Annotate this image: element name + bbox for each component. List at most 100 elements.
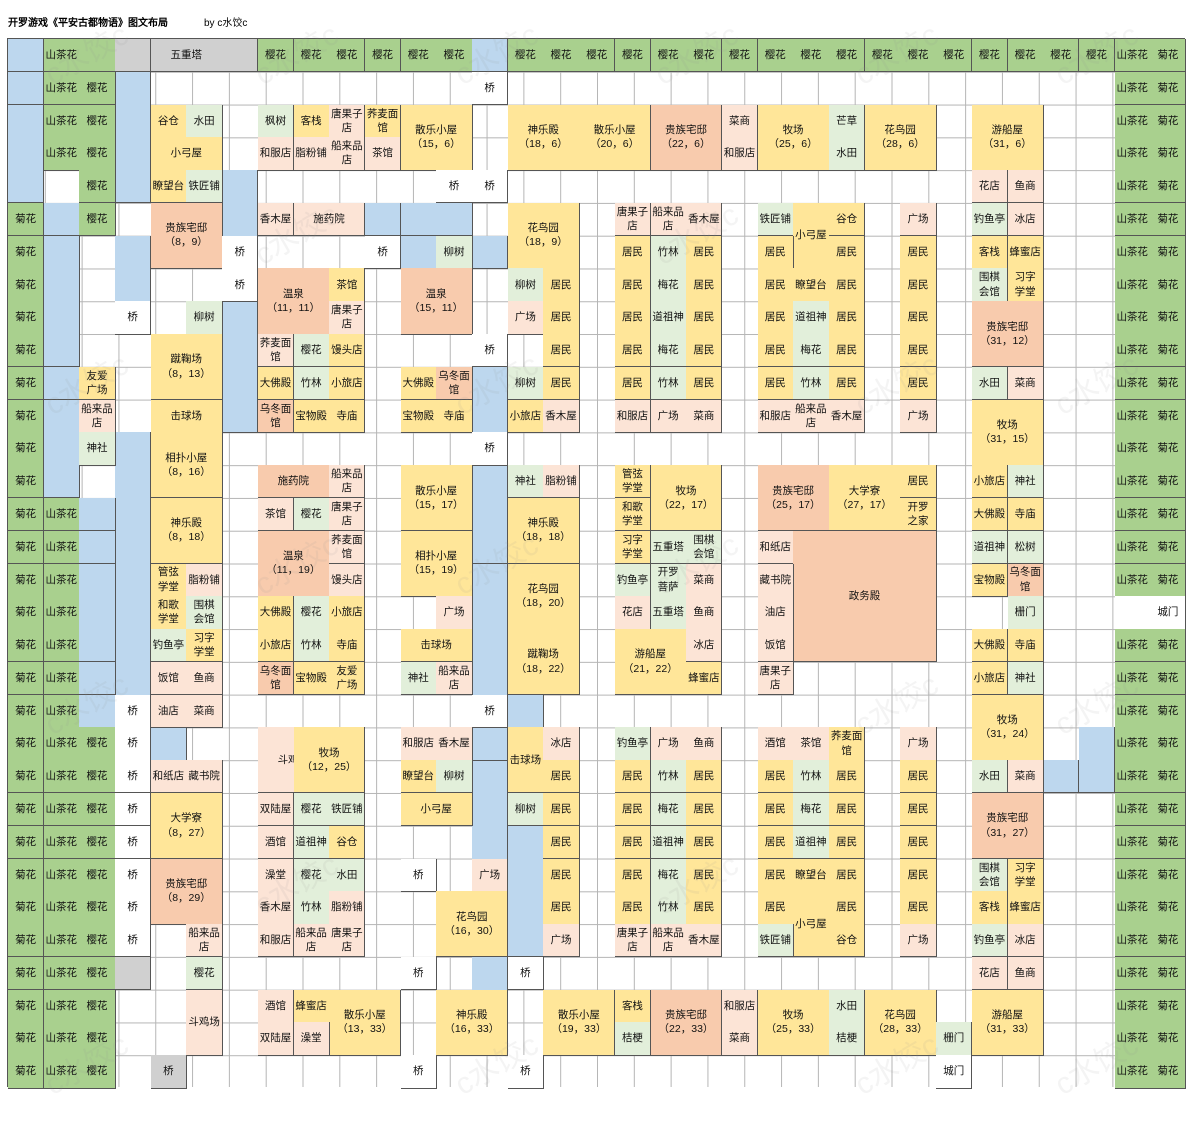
map-cell: 和服店 (721, 989, 759, 1023)
map-cell: 樱花 (829, 39, 866, 73)
map-cell: 樱花 (864, 39, 901, 73)
map-cell: 居民 (543, 268, 580, 302)
map-cell: 油店 (757, 596, 794, 630)
map-cell: 居民 (686, 825, 723, 860)
map-cell: 菜商 (686, 563, 723, 597)
map-cell: 围棋 会馆 (971, 858, 1008, 892)
map-cell: 山茶花 (1114, 858, 1151, 892)
map-cell: 神乐殿 （8，18） (150, 497, 223, 564)
map-cell: 相扑小屋 （8，16） (150, 432, 223, 499)
map-cell: 习字 学堂 (614, 530, 652, 564)
map-cell: 船来品 店 (79, 399, 116, 433)
river-segment (400, 235, 437, 269)
map-cell: 樱花 (293, 792, 330, 827)
map-cell: 船来品 店 (650, 202, 687, 237)
map-cell: 道祖神 (650, 301, 687, 335)
map-cell: 樱花 (1043, 39, 1080, 73)
map-cell: 山茶花 (1114, 399, 1151, 433)
map-cell: 馒头店 (329, 563, 366, 597)
river-segment (1043, 760, 1080, 794)
map-cell: 樱花 (293, 497, 330, 532)
map-cell: 桥 (115, 792, 152, 827)
map-cell: 樱花 (79, 924, 116, 958)
map-cell: 菜商 (1007, 760, 1044, 794)
map-cell: 竹林 (650, 235, 687, 269)
map-cell: 大佛殿 (257, 596, 295, 630)
map-cell: 酒馆 (257, 825, 295, 860)
map-cell: 居民 (900, 366, 937, 401)
map-cell: 居民 (614, 858, 652, 892)
map-cell: 客栈 (614, 989, 652, 1023)
map-cell: 山茶花 (1114, 465, 1151, 499)
map-cell: 居民 (757, 334, 794, 368)
map-cell: 贵族宅邸 （31，12） (971, 301, 1044, 368)
map-cell: 桥 (472, 432, 509, 466)
map-cell: 樱花 (543, 39, 580, 73)
map-cell: 山茶花 (1114, 530, 1151, 564)
map-cell: 和纸店 (757, 530, 794, 564)
map-cell: 瞭望台 (793, 268, 830, 302)
map-cell: 散乐小屋 （19，33） (543, 989, 616, 1056)
map-cell: 菊花 (8, 661, 45, 696)
map-cell (43, 334, 80, 368)
map-cell: 澡堂 (293, 1022, 330, 1056)
map-cell: 樱花 (936, 39, 973, 73)
map-cell: 唐果子 店 (757, 661, 794, 696)
map-cell: 谷仓 (829, 202, 866, 237)
map-cell: 贵族宅邸 （8，29） (150, 858, 223, 925)
map-cell: 香木屋 (543, 399, 580, 433)
map-cell: 竹林 (293, 629, 330, 663)
map-cell: 居民 (757, 366, 794, 401)
map-cell: 花鸟园 （28，33） (864, 989, 937, 1056)
map-cell: 山茶花 (43, 629, 80, 663)
layout-grid: 山茶花 五重塔 樱花 樱花 樱花 樱花 樱花 樱花 樱花 樱花 樱花 樱花 樱花 樱花 樱花 樱花 樱花 樱花 樱花… (7, 38, 1187, 1089)
map-cell (8, 71, 45, 106)
map-cell: 樱花 (79, 891, 116, 925)
map-cell: 神社 (507, 465, 544, 499)
map-cell: 桥 (222, 268, 259, 302)
map-cell: 桥 (150, 1055, 187, 1089)
map-cell: 宝物殿 (293, 399, 330, 433)
map-cell: 居民 (757, 235, 794, 269)
map-cell: 香木屋 (436, 727, 473, 761)
map-cell: 习字 学堂 (186, 629, 223, 663)
map-cell: 菊花 (8, 268, 45, 302)
map-cell: 小旅店 (507, 399, 544, 433)
map-cell: 居民 (829, 366, 866, 401)
map-cell: 饭馆 (757, 629, 794, 663)
map-cell: 菊花 (1150, 891, 1187, 925)
map-cell: 水田 (971, 760, 1008, 794)
map-cell: 五重塔 (650, 530, 687, 564)
map-cell: 樱花 (79, 760, 116, 794)
map-cell: 居民 (686, 792, 723, 827)
map-cell: 樱花 (721, 39, 759, 73)
map-cell: 花店 (971, 956, 1008, 991)
map-cell: 铁匠铺 (757, 924, 794, 958)
map-cell: 山茶花 (1114, 956, 1151, 991)
map-cell: 菊花 (8, 235, 45, 269)
map-cell: 樱花 (79, 858, 116, 892)
map-cell: 山茶花 (1114, 137, 1151, 171)
map-cell: 居民 (757, 760, 794, 794)
map-cell: 栅门 (936, 1022, 973, 1056)
map-cell (8, 170, 45, 204)
map-cell: 香木屋 (257, 891, 295, 925)
map-cell: 花店 (614, 596, 652, 630)
map-cell: 居民 (614, 301, 652, 335)
map-cell: 樱花 (971, 39, 1008, 73)
map-cell: 菊花 (1150, 661, 1187, 696)
map-cell: 菊花 (8, 334, 45, 368)
map-cell: 贵族宅邸 （22，6） (650, 104, 723, 171)
map-cell: 居民 (757, 858, 794, 892)
map-cell: 唐果子 店 (614, 924, 652, 958)
map-cell: 枫树 (257, 104, 295, 138)
map-cell: 山茶花 (43, 825, 80, 860)
map-cell: 广场 (507, 301, 544, 335)
map-cell: 居民 (686, 301, 723, 335)
map-cell: 山茶花 (1114, 497, 1151, 532)
map-cell: 菊花 (1150, 39, 1187, 73)
map-cell: 山茶花 (1114, 792, 1151, 827)
map-cell: 击球场 (150, 399, 223, 433)
map-cell: 菊花 (1150, 1055, 1187, 1089)
map-cell: 樱花 (364, 39, 402, 73)
